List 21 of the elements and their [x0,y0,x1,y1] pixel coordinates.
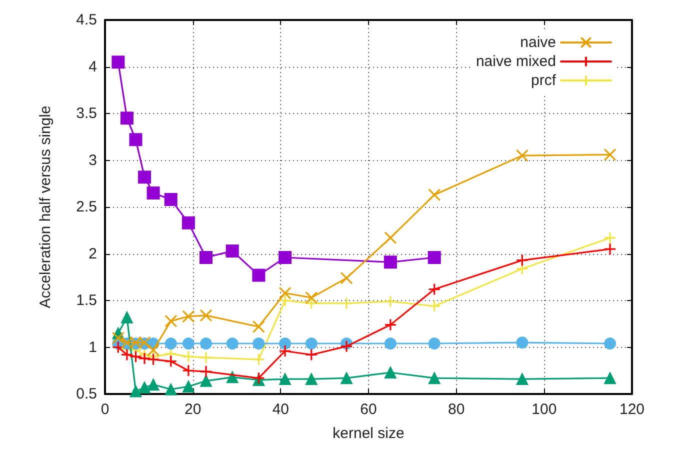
x-tick-label: 60 [360,401,377,418]
legend-label: prcf [530,72,557,89]
y-tick-label: 2.5 [76,198,97,216]
y-tick-label: 4 [88,58,97,76]
x-tick-label: 40 [272,401,290,418]
y-tick-label: 4.5 [76,12,97,28]
x-tick-label: 0 [100,401,110,418]
y-tick-label: 3 [88,152,97,169]
y-tick-label: 3.5 [76,105,97,122]
y-tick-label: 1 [88,338,97,356]
x-tick-label: 80 [448,401,465,418]
x-tick-label: 120 [619,401,645,418]
y-axis-title: Acceleration half versus single [37,106,54,308]
y-tick-label: 0.5 [76,386,97,402]
x-axis-title: kernel size [332,425,404,442]
y-tick-label: 1.5 [76,292,97,309]
x-tick-label: 100 [532,401,557,418]
y-tick-label: 2 [88,245,97,262]
legend-label: naive [520,34,556,51]
x-tick-label: 20 [184,401,202,418]
legend-label: naive mixed [476,53,556,70]
